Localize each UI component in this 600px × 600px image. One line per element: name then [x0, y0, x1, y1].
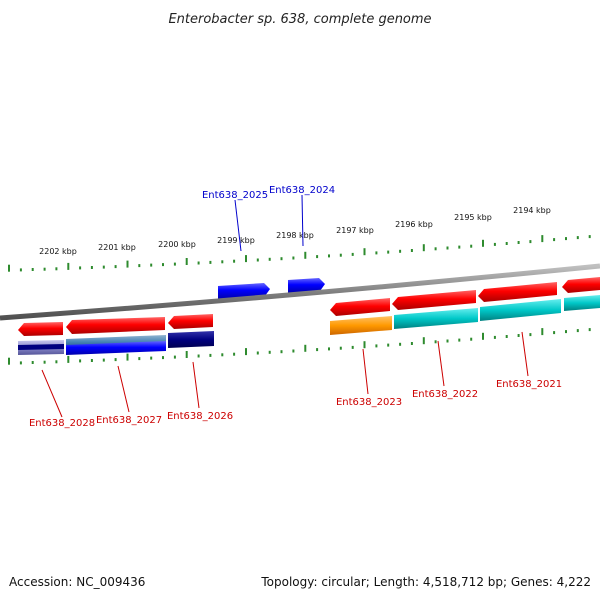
leader-line — [192, 361, 200, 409]
gene-label-ent638-2022[interactable]: Ent638_2022 — [412, 389, 478, 400]
gene-label-ent638-2025[interactable]: Ent638_2025 — [202, 190, 268, 201]
gene-label-ent638-2027[interactable]: Ent638_2027 — [96, 415, 162, 426]
gene-arrow-ent638-2024[interactable] — [288, 278, 325, 293]
feature-bar-cyan-2 — [480, 299, 561, 321]
feature-bar-cyan-1 — [394, 308, 478, 329]
tick-label: 2194 kbp — [513, 206, 551, 215]
feature-bar-navy-2 — [168, 331, 214, 348]
forward-gene-labels: Ent638_2025 Ent638_2024 — [202, 185, 335, 252]
gene-arrow-partial[interactable] — [562, 277, 600, 293]
inner-tick-track — [8, 328, 591, 365]
tick-label: 2198 kbp — [276, 231, 314, 240]
feature-bar-orange — [330, 316, 392, 335]
leader-line — [521, 331, 529, 377]
gene-arrow-ent638-2021[interactable] — [478, 282, 557, 302]
leader-line — [41, 369, 63, 418]
gene-arrow-ent638-2026[interactable] — [168, 314, 213, 329]
accession-text: Accession: NC_009436 — [9, 575, 145, 589]
gene-arrow-ent638-2027[interactable] — [66, 317, 165, 334]
gene-arrow-ent638-2023[interactable] — [330, 298, 390, 316]
gene-arrow-ent638-2028[interactable] — [18, 322, 63, 336]
feature-bar-blue — [66, 341, 166, 355]
reverse-genes — [18, 277, 600, 336]
gene-label-ent638-2023[interactable]: Ent638_2023 — [336, 397, 402, 408]
tick-label: 2196 kbp — [395, 220, 433, 229]
leader-line — [362, 348, 369, 395]
gene-arrow-ent638-2022[interactable] — [392, 290, 476, 310]
feature-bar-navy — [18, 344, 64, 350]
tick-label: 2201 kbp — [98, 243, 136, 252]
tick-label: 2197 kbp — [336, 226, 374, 235]
tick-label: 2199 kbp — [217, 236, 255, 245]
leader-line — [234, 199, 242, 252]
leader-line — [301, 194, 304, 247]
tick-label: 2200 kbp — [158, 240, 196, 249]
gene-label-ent638-2021[interactable]: Ent638_2021 — [496, 379, 562, 390]
gene-label-ent638-2026[interactable]: Ent638_2026 — [167, 411, 233, 422]
map-title: Enterobacter sp. 638, complete genome — [168, 12, 431, 27]
leader-line — [117, 365, 130, 413]
feature-bars — [18, 295, 600, 355]
gene-arrow-ent638-2025[interactable] — [218, 283, 270, 299]
tick-label: 2202 kbp — [39, 247, 77, 256]
leader-line — [437, 340, 445, 387]
gene-label-ent638-2024[interactable]: Ent638_2024 — [269, 185, 335, 196]
tick-label: 2195 kbp — [454, 213, 492, 222]
feature-bar-cyan-3 — [564, 295, 600, 311]
reverse-gene-labels: Ent638_2028 Ent638_2027 Ent638_2026 Ent6… — [29, 331, 562, 429]
outer-tick-track — [8, 235, 591, 272]
forward-genes — [218, 278, 325, 299]
tick-labels: 2202 kbp 2201 kbp 2200 kbp 2199 kbp 2198… — [39, 206, 551, 256]
genome-summary-text: Topology: circular; Length: 4,518,712 bp… — [260, 575, 591, 589]
genome-backbone — [0, 263, 600, 321]
gene-label-ent638-2028[interactable]: Ent638_2028 — [29, 418, 95, 429]
